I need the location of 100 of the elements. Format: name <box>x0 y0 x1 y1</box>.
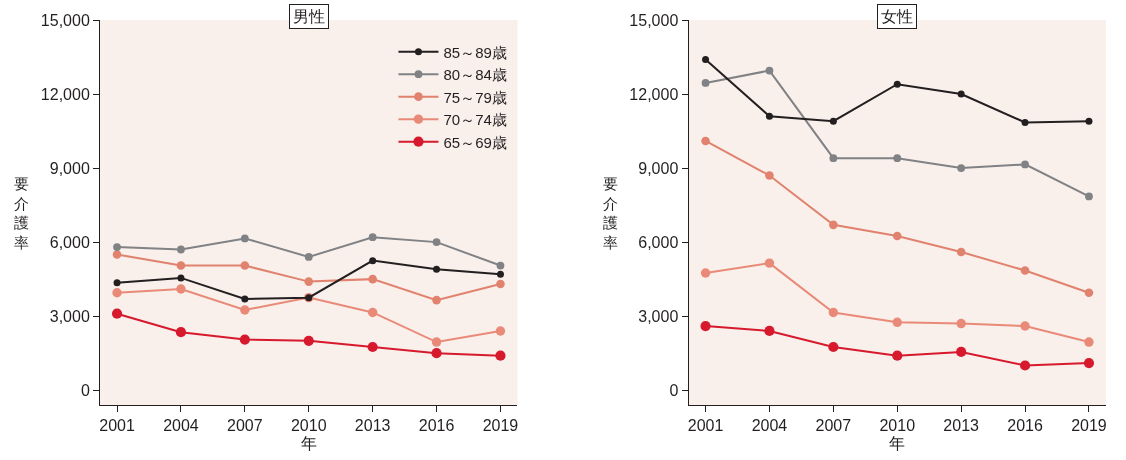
point <box>175 327 187 338</box>
point <box>1020 266 1030 275</box>
point <box>892 350 903 361</box>
y-tick-label: 3,000 <box>49 307 90 325</box>
point <box>304 253 313 261</box>
x-axis-title: 年 <box>300 434 317 452</box>
point <box>701 136 710 146</box>
chart-title: 女性 <box>881 8 913 25</box>
point <box>433 265 441 273</box>
legend-label: 85～89歳 <box>443 43 507 61</box>
y-axis-title: 要介護率 <box>603 175 618 251</box>
x-tick-label: 2016 <box>1007 417 1043 435</box>
y-tick-label: 12,000 <box>40 85 90 103</box>
point <box>177 274 185 282</box>
y-tick-label: 15,000 <box>40 11 90 29</box>
point <box>432 238 441 247</box>
point <box>828 341 839 353</box>
point <box>496 261 505 270</box>
point <box>764 325 775 337</box>
x-tick-label: 2016 <box>418 417 455 435</box>
point <box>1085 117 1093 125</box>
y-tick-label: 3,000 <box>638 307 679 325</box>
x-tick-label: 2019 <box>482 417 519 435</box>
point <box>700 320 711 332</box>
point <box>957 164 966 172</box>
point <box>828 307 839 318</box>
point <box>829 117 837 125</box>
point <box>176 284 186 294</box>
y-tick-label: 12,000 <box>629 85 679 103</box>
point <box>177 245 185 254</box>
point <box>113 243 121 251</box>
point <box>241 295 249 303</box>
point <box>700 268 711 278</box>
x-tick-label: 2010 <box>290 417 327 435</box>
point <box>765 171 774 180</box>
point <box>239 334 250 345</box>
point <box>1020 321 1030 331</box>
x-tick-label: 2001 <box>687 417 724 435</box>
y-axis-title: 要介護率 <box>14 175 29 251</box>
point <box>1084 337 1094 347</box>
point <box>367 341 378 353</box>
x-tick-label: 2007 <box>227 417 263 435</box>
x-tick-label: 2013 <box>354 417 391 435</box>
point <box>765 112 773 120</box>
legend-label: 70～74歳 <box>443 111 507 128</box>
y-tick-label: 9,000 <box>49 159 90 177</box>
x-tick-label: 2004 <box>751 417 788 435</box>
point <box>956 247 966 257</box>
point <box>431 348 442 359</box>
x-tick-label: 2019 <box>1071 417 1107 435</box>
point <box>303 335 314 346</box>
y-tick-label: 6,000 <box>49 233 90 251</box>
point <box>240 261 250 270</box>
point <box>304 277 314 286</box>
point <box>1021 160 1029 169</box>
point <box>369 257 377 265</box>
point <box>368 274 377 284</box>
point <box>1084 288 1094 298</box>
legend-label: 80～84歳 <box>443 66 507 83</box>
point <box>112 288 122 298</box>
point <box>892 317 902 328</box>
point <box>956 346 967 358</box>
point <box>111 308 123 319</box>
point <box>367 307 378 318</box>
legend-label: 65～69歳 <box>443 133 507 151</box>
point <box>240 305 250 315</box>
point <box>957 90 965 98</box>
y-tick-label: 15,000 <box>629 11 679 29</box>
point <box>893 80 901 88</box>
point <box>1085 192 1093 201</box>
y-tick-label: 0 <box>80 381 90 399</box>
x-tick-label: 2001 <box>99 417 135 435</box>
point <box>495 326 506 336</box>
point <box>112 250 122 259</box>
x-tick-label: 2004 <box>163 417 199 435</box>
point <box>176 261 186 270</box>
point <box>764 258 775 268</box>
point <box>829 154 838 163</box>
point <box>496 270 504 278</box>
point <box>1083 357 1095 369</box>
point <box>496 279 505 289</box>
point <box>1019 360 1031 371</box>
y-tick-label: 9,000 <box>638 159 679 177</box>
x-tick-label: 2007 <box>815 417 852 435</box>
point <box>240 234 249 243</box>
legend-label: 75～79歳 <box>443 88 507 106</box>
point <box>113 279 121 287</box>
point <box>702 55 710 63</box>
x-axis-title: 年 <box>889 434 906 452</box>
point <box>956 318 966 329</box>
point <box>1021 118 1029 126</box>
point <box>701 79 710 87</box>
point <box>893 154 902 163</box>
point <box>495 350 506 361</box>
point <box>892 231 902 241</box>
x-tick-label: 2013 <box>943 417 980 435</box>
point <box>368 233 377 242</box>
point <box>829 220 838 230</box>
chart-title: 男性 <box>293 8 325 25</box>
x-tick-label: 2010 <box>879 417 916 435</box>
